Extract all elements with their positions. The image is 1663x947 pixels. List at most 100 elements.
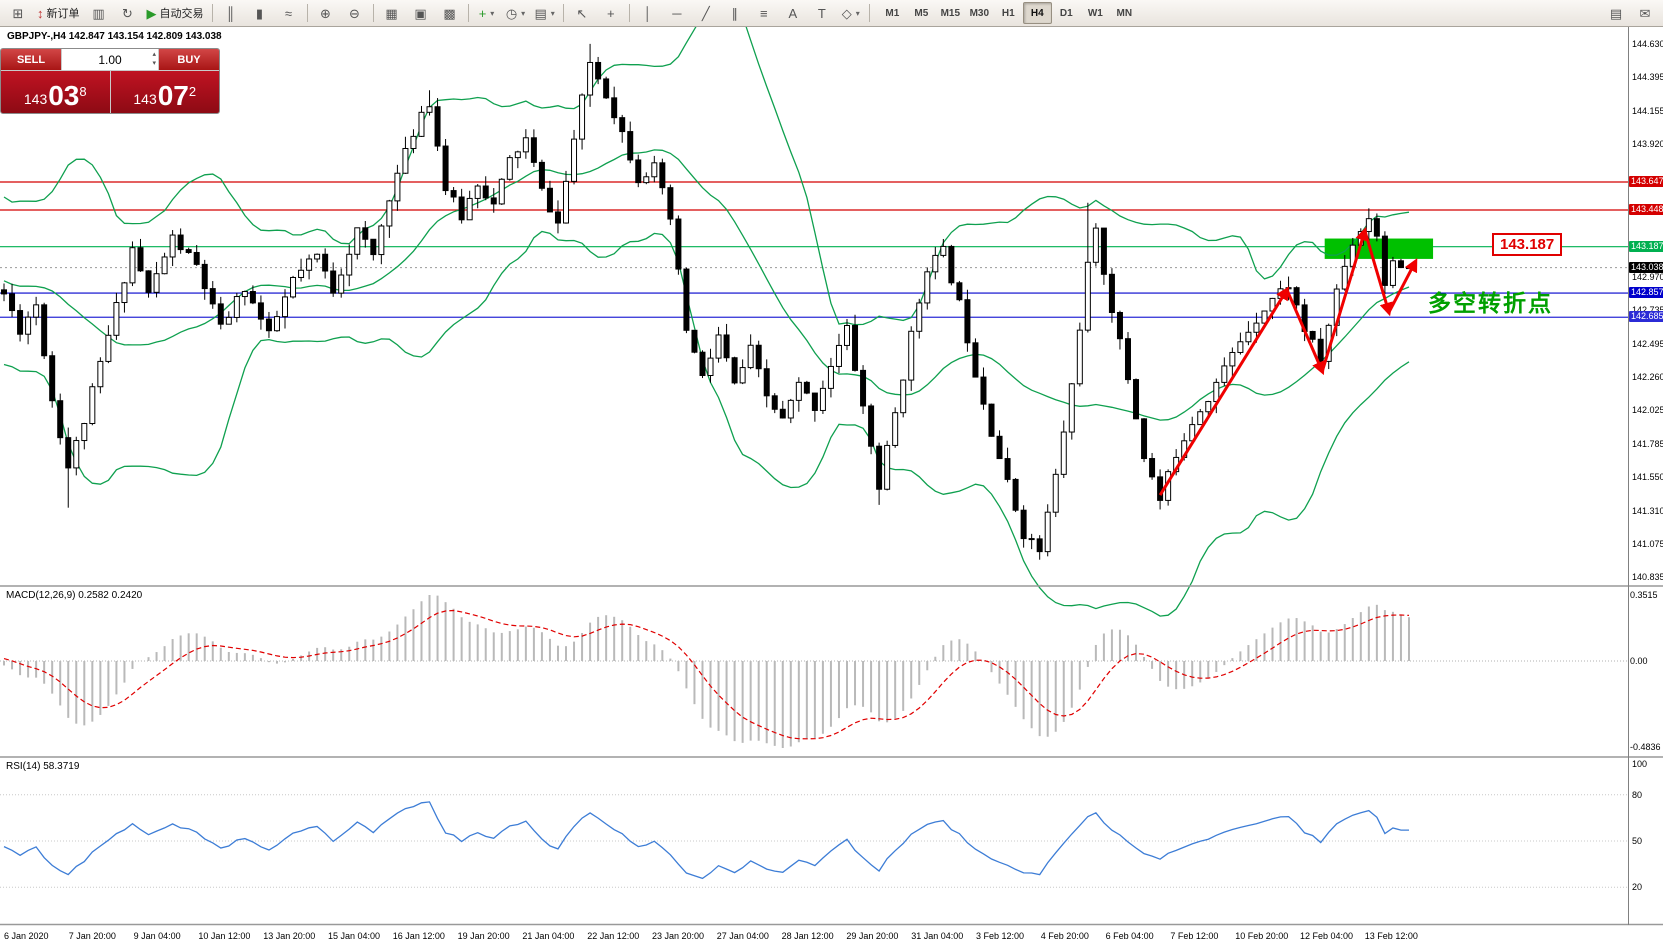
indicators-icon: + bbox=[478, 5, 487, 21]
zoom-in-icon: ⊕ bbox=[320, 5, 331, 21]
cascade-windows-button[interactable]: ▩ bbox=[436, 1, 464, 25]
rsi-axis-label: 100 bbox=[1632, 759, 1648, 769]
time-axis-label: 16 Jan 12:00 bbox=[392, 931, 445, 941]
time-axis-label: 4 Feb 20:00 bbox=[1040, 931, 1089, 941]
indicators-button[interactable]: + ▾ bbox=[473, 1, 501, 25]
toolbar-separator bbox=[306, 4, 308, 22]
refresh-button[interactable]: ↻ bbox=[114, 1, 142, 25]
rsi-indicator-header: RSI(14) 58.3719 bbox=[6, 761, 80, 772]
time-axis-label: 10 Jan 12:00 bbox=[198, 931, 251, 941]
text-button[interactable]: A bbox=[779, 1, 807, 25]
zoom-in-button[interactable]: ⊕ bbox=[312, 1, 340, 25]
text-label-icon: T bbox=[817, 5, 826, 21]
vertical-line-button[interactable]: │ bbox=[634, 1, 662, 25]
new-order-icon: ↕ bbox=[37, 5, 44, 21]
auto-arrange-button[interactable]: ▣ bbox=[407, 1, 435, 25]
chart-bars-button[interactable]: ║ bbox=[217, 1, 245, 25]
tile-windows-button[interactable]: ▦ bbox=[378, 1, 406, 25]
chart-symbol-ohlc: GBPJPY-,H4 142.847 143.154 142.809 143.0… bbox=[7, 31, 222, 42]
auto-trading-icon: ▶ bbox=[146, 5, 157, 21]
timeframe-h4[interactable]: H4 bbox=[1022, 2, 1052, 24]
price-axis-label: 142.970 bbox=[1632, 272, 1663, 283]
messages-icon: ✉ bbox=[1639, 5, 1651, 21]
messages-button[interactable]: ✉ bbox=[1631, 1, 1659, 25]
sell-price[interactable]: 143 03 8 bbox=[1, 71, 110, 113]
price-axis-label: 144.155 bbox=[1632, 105, 1663, 116]
volume-field[interactable]: 1.00 ▴ ▾ bbox=[62, 49, 158, 70]
trendline-icon: ╱ bbox=[701, 5, 710, 21]
macd-axis-label: 0.3515 bbox=[1630, 590, 1658, 600]
toolbar-separator bbox=[211, 4, 213, 22]
toolbar-separator bbox=[467, 4, 469, 22]
chart-profiles-button[interactable]: ▥ bbox=[85, 1, 113, 25]
templates-button[interactable]: ▤ ▾ bbox=[531, 1, 559, 25]
rsi-axis-label: 50 bbox=[1632, 836, 1643, 846]
timeframe-w1[interactable]: W1 bbox=[1087, 7, 1103, 19]
zoom-out-button[interactable]: ⊖ bbox=[341, 1, 369, 25]
fibonacci-button[interactable]: ≡ bbox=[750, 1, 778, 25]
buy-price[interactable]: 143 07 2 bbox=[110, 71, 219, 113]
data-window-button[interactable]: ▤ bbox=[1602, 1, 1630, 25]
time-axis-label: 9 Jan 04:00 bbox=[133, 931, 181, 941]
timeframe-h1[interactable]: H1 bbox=[1001, 7, 1015, 19]
price-axis-label: 144.395 bbox=[1632, 71, 1663, 82]
macd-indicator-header: MACD(12,26,9) 0.2582 0.2420 bbox=[6, 590, 143, 601]
timeframe-mn[interactable]: MN bbox=[1116, 7, 1133, 19]
equidistant-channel-button[interactable]: ∥ bbox=[721, 1, 749, 25]
auto-trading-button[interactable]: ▶ 自动交易 bbox=[143, 1, 208, 25]
chart-line-icon: ≈ bbox=[284, 5, 293, 21]
trendline-button[interactable]: ╱ bbox=[692, 1, 720, 25]
time-axis-label: 10 Feb 20:00 bbox=[1235, 931, 1289, 941]
timeframe-m30[interactable]: M30 bbox=[969, 7, 990, 19]
zoom-out-icon: ⊖ bbox=[349, 5, 360, 21]
price-alert-label[interactable]: 143.187 bbox=[1492, 233, 1563, 256]
crosshair-button[interactable]: + bbox=[597, 1, 625, 25]
price-axis-label: 142.735 bbox=[1632, 305, 1663, 316]
toolbar: ⊞ ↕ 新订单 ▥ ↻ ▶ 自动交易 ║ ▮ ≈ ⊕ ⊖ ▦ ▣ ▩ + ▾ ◷ ▾ ▤ ▾ ↖ + │ ─ ╱ ∥ ≡ A T ◇ ▾ M1 M… bbox=[0, 0, 1663, 27]
new-chart-button[interactable]: ⊞ bbox=[4, 1, 32, 25]
level-price-label: 143.448 bbox=[1629, 204, 1663, 215]
chart-line-button[interactable]: ≈ bbox=[275, 1, 303, 25]
auto-arrange-icon: ▣ bbox=[414, 5, 427, 21]
toolbar-separator bbox=[868, 4, 870, 22]
time-axis-label: 31 Jan 04:00 bbox=[911, 931, 964, 941]
tile-windows-icon: ▦ bbox=[385, 5, 398, 21]
data-window-icon: ▤ bbox=[1609, 5, 1623, 21]
sell-price-fraction: 8 bbox=[79, 84, 87, 99]
text-label-button[interactable]: T bbox=[808, 1, 836, 25]
timeframe-d1[interactable]: D1 bbox=[1059, 7, 1073, 19]
arrows-button[interactable]: ◇ ▾ bbox=[837, 1, 865, 25]
spin-down-icon[interactable]: ▾ bbox=[152, 60, 156, 67]
buy-price-pips: 07 bbox=[157, 80, 189, 111]
time-axis-label: 29 Jan 20:00 bbox=[846, 931, 899, 941]
timeframe-group: M1 M5 M15 M30 H1 H4 D1 W1 MN bbox=[878, 2, 1139, 24]
timeframe-m15[interactable]: M15 bbox=[940, 7, 961, 19]
sell-button[interactable]: SELL bbox=[1, 49, 61, 70]
timeframe-m5[interactable]: M5 bbox=[914, 7, 929, 19]
fibonacci-icon: ≡ bbox=[760, 5, 768, 21]
time-axis-label: 15 Jan 04:00 bbox=[328, 931, 381, 941]
buy-button[interactable]: BUY bbox=[159, 49, 219, 70]
price-axis-label: 142.495 bbox=[1632, 338, 1663, 349]
level-price-label: 143.187 bbox=[1629, 240, 1663, 252]
new-order-button[interactable]: ↕ 新订单 bbox=[33, 1, 84, 25]
periods-button[interactable]: ◷ ▾ bbox=[502, 1, 530, 25]
templates-icon: ▤ bbox=[534, 5, 547, 21]
time-axis-label: 7 Feb 12:00 bbox=[1170, 931, 1219, 941]
timeframe-m1[interactable]: M1 bbox=[885, 7, 900, 19]
price-axis-label: 141.550 bbox=[1632, 471, 1663, 482]
price-axis-label: 142.025 bbox=[1632, 405, 1663, 415]
sell-price-main: 143 bbox=[23, 91, 48, 107]
time-axis-label: 3 Feb 12:00 bbox=[976, 931, 1025, 941]
turning-point-annotation[interactable]: 多空转折点 bbox=[1428, 290, 1553, 316]
spin-up-icon[interactable]: ▴ bbox=[152, 51, 156, 58]
horizontal-line-icon: ─ bbox=[672, 5, 682, 21]
volume-stepper[interactable]: ▴ ▾ bbox=[152, 50, 156, 68]
new-chart-icon: ⊞ bbox=[12, 5, 24, 21]
horizontal-line-button[interactable]: ─ bbox=[663, 1, 691, 25]
time-axis-label: 22 Jan 12:00 bbox=[587, 931, 640, 941]
cursor-button[interactable]: ↖ bbox=[568, 1, 596, 25]
chart-candles-button[interactable]: ▮ bbox=[246, 1, 274, 25]
arrows-icon: ◇ bbox=[841, 5, 852, 21]
